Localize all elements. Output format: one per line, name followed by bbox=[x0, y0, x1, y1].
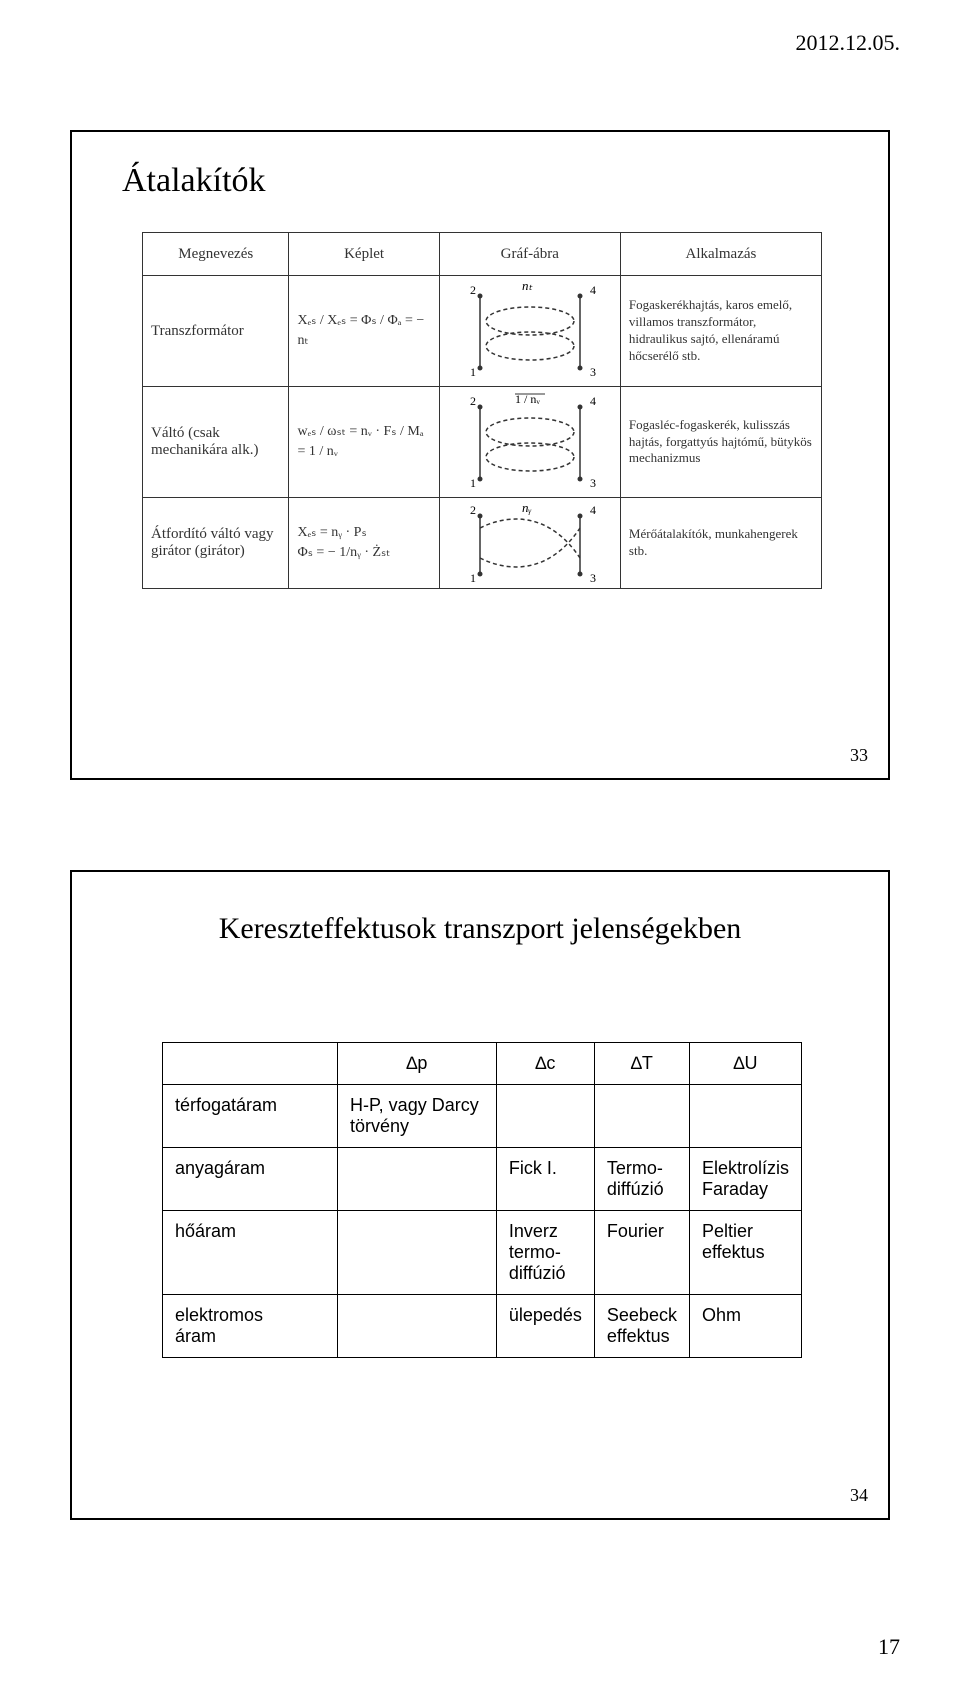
scan-name: Váltó (csak mechanikára alk.) bbox=[143, 387, 289, 498]
header-date: 2012.12.05. bbox=[796, 30, 901, 56]
scan-header: Alkalmazás bbox=[620, 233, 821, 276]
scan-name: Transzformátor bbox=[143, 276, 289, 387]
scan-application: Mérőátalakítók, munkahengerek stb. bbox=[620, 498, 821, 589]
cross-cell: Inverz termo- diffúzió bbox=[496, 1211, 594, 1295]
cross-header: ∆T bbox=[594, 1043, 689, 1085]
scan-application: Fogasléc-fogaskerék, kulisszás hajtás, f… bbox=[620, 387, 821, 498]
cross-row: hőáram Inverz termo- diffúzió Fourier Pe… bbox=[163, 1211, 802, 1295]
cross-cell: Termo- diffúzió bbox=[594, 1148, 689, 1211]
cross-cell bbox=[338, 1295, 497, 1358]
svg-text:2: 2 bbox=[470, 394, 476, 408]
cross-cell bbox=[689, 1085, 801, 1148]
cross-cell: Elektrolízis Faraday bbox=[689, 1148, 801, 1211]
svg-text:2: 2 bbox=[470, 283, 476, 297]
cross-cell: Fick I. bbox=[496, 1148, 594, 1211]
footer-page-number: 17 bbox=[878, 1634, 900, 1660]
graph-icon: 2 4 1 3 1 / nᵥ bbox=[450, 387, 610, 497]
scan-formula: wₑₛ / ωₛₜ = nᵥ · Fₛ / Mₐ = 1 / nᵥ bbox=[289, 387, 439, 498]
svg-text:1: 1 bbox=[470, 476, 476, 490]
scan-graph: 2 4 1 3 nₜ bbox=[439, 276, 620, 387]
cross-cell bbox=[496, 1085, 594, 1148]
svg-text:nₜ: nₜ bbox=[522, 278, 534, 293]
cross-cell: Peltier effektus bbox=[689, 1211, 801, 1295]
cross-cell: Seebeck effektus bbox=[594, 1295, 689, 1358]
cross-row: anyagáram Fick I. Termo- diffúzió Elektr… bbox=[163, 1148, 802, 1211]
svg-text:2: 2 bbox=[470, 503, 476, 517]
svg-text:4: 4 bbox=[590, 503, 596, 517]
graph-icon: 2 4 1 3 nᵧ bbox=[450, 498, 610, 588]
cross-header-blank bbox=[163, 1043, 338, 1085]
cross-cell: Ohm bbox=[689, 1295, 801, 1358]
cross-cell bbox=[594, 1085, 689, 1148]
slide-top-number: 33 bbox=[850, 745, 868, 766]
slide-top-title: Átalakítók bbox=[122, 162, 266, 200]
svg-text:3: 3 bbox=[590, 571, 596, 585]
cross-header: ∆U bbox=[689, 1043, 801, 1085]
cross-header: ∆p bbox=[338, 1043, 497, 1085]
cross-rowlabel: hőáram bbox=[163, 1211, 338, 1295]
svg-text:3: 3 bbox=[590, 476, 596, 490]
graph-icon: 2 4 1 3 nₜ bbox=[450, 276, 610, 386]
scan-header: Megnevezés bbox=[143, 233, 289, 276]
cross-rowlabel: elektromos áram bbox=[163, 1295, 338, 1358]
cross-cell bbox=[338, 1148, 497, 1211]
page: 2012.12.05. Átalakítók Megnevezés Képlet… bbox=[0, 0, 960, 1690]
scan-graph: 2 4 1 3 1 / nᵥ bbox=[439, 387, 620, 498]
cross-cell bbox=[338, 1211, 497, 1295]
svg-text:3: 3 bbox=[590, 365, 596, 379]
svg-text:nᵧ: nᵧ bbox=[522, 500, 532, 515]
cross-rowlabel: anyagáram bbox=[163, 1148, 338, 1211]
slide-bottom-title: Kereszteffektusok transzport jelenségekb… bbox=[72, 912, 888, 946]
scan-application: Fogaskerékhajtás, karos emelő, villamos … bbox=[620, 276, 821, 387]
scan-formula: Xₑₛ = nᵧ · Pₛ Φₛ = − 1/nᵧ · Żₛₜ bbox=[289, 498, 439, 589]
cross-cell: H-P, vagy Darcy törvény bbox=[338, 1085, 497, 1148]
scan-header: Képlet bbox=[289, 233, 439, 276]
slide-bottom-number: 34 bbox=[850, 1485, 868, 1506]
cross-rowlabel: térfogatáram bbox=[163, 1085, 338, 1148]
cross-table: ∆p ∆c ∆T ∆U térfogatáram H-P, vagy Darcy… bbox=[162, 1042, 802, 1358]
svg-text:1: 1 bbox=[470, 365, 476, 379]
scan-header: Gráf-ábra bbox=[439, 233, 620, 276]
svg-text:1: 1 bbox=[470, 571, 476, 585]
scan-name: Átfordító váltó vagy girátor (girátor) bbox=[143, 498, 289, 589]
cross-cell: ülepedés bbox=[496, 1295, 594, 1358]
cross-row: térfogatáram H-P, vagy Darcy törvény bbox=[163, 1085, 802, 1148]
scan-row: Átfordító váltó vagy girátor (girátor) X… bbox=[143, 498, 822, 589]
scan-graph: 2 4 1 3 nᵧ bbox=[439, 498, 620, 589]
cross-header: ∆c bbox=[496, 1043, 594, 1085]
cross-cell: Fourier bbox=[594, 1211, 689, 1295]
slide-top: Átalakítók Megnevezés Képlet Gráf-ábra A… bbox=[70, 130, 890, 780]
scan-row: Transzformátor Xₑₛ / Xₑₛ = Φₛ / Φₐ = − n… bbox=[143, 276, 822, 387]
cross-row: elektromos áram ülepedés Seebeck effektu… bbox=[163, 1295, 802, 1358]
svg-text:4: 4 bbox=[590, 394, 596, 408]
svg-text:4: 4 bbox=[590, 283, 596, 297]
slide-bottom: Kereszteffektusok transzport jelenségekb… bbox=[70, 870, 890, 1520]
scan-row: Váltó (csak mechanikára alk.) wₑₛ / ωₛₜ … bbox=[143, 387, 822, 498]
scan-table: Megnevezés Képlet Gráf-ábra Alkalmazás T… bbox=[142, 232, 822, 589]
scan-formula: Xₑₛ / Xₑₛ = Φₛ / Φₐ = − nₜ bbox=[289, 276, 439, 387]
